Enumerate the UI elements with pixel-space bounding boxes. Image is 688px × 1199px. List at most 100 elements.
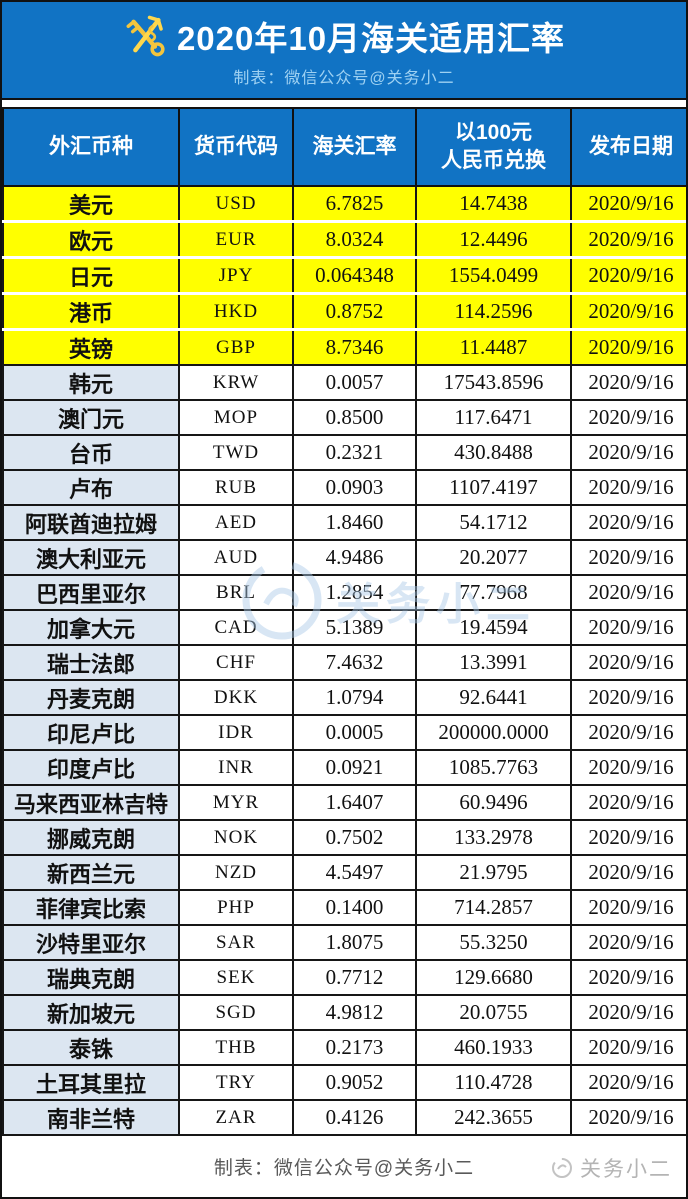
currency-name: 菲律宾比索 [2, 889, 180, 926]
publish-date: 2020/9/16 [570, 185, 686, 223]
publish-date: 2020/9/16 [570, 364, 686, 401]
column-header-publish-date: 发布日期 [570, 107, 686, 187]
publish-date: 2020/9/16 [570, 1064, 686, 1101]
currency-code: DKK [178, 679, 294, 716]
currency-name: 挪威克朗 [2, 819, 180, 856]
currency-code: ZAR [178, 1099, 294, 1136]
customs-rate: 1.0794 [292, 679, 417, 716]
per-100-rmb-value: 1107.4197 [415, 469, 572, 506]
per-100-rmb-value: 77.7968 [415, 574, 572, 611]
per-100-rmb-value: 21.9795 [415, 854, 572, 891]
table-row: 巴西里亚尔 BRL 1.2854 77.7968 2020/9/16 [2, 574, 686, 611]
table-row: 瑞士法郎 CHF 7.4632 13.3991 2020/9/16 [2, 644, 686, 681]
per-100-rmb-value: 54.1712 [415, 504, 572, 541]
publish-date: 2020/9/16 [570, 469, 686, 506]
per-100-rmb-value: 460.1933 [415, 1029, 572, 1066]
currency-code: AED [178, 504, 294, 541]
currency-code: NZD [178, 854, 294, 891]
table-row: 马来西亚林吉特 MYR 1.6407 60.9496 2020/9/16 [2, 784, 686, 821]
customs-rate: 1.6407 [292, 784, 417, 821]
customs-rate: 0.7712 [292, 959, 417, 996]
currency-code: NOK [178, 819, 294, 856]
publish-date: 2020/9/16 [570, 399, 686, 436]
table-row: 新西兰元 NZD 4.5497 21.9795 2020/9/16 [2, 854, 686, 891]
publish-date: 2020/9/16 [570, 784, 686, 821]
currency-name: 印尼卢比 [2, 714, 180, 751]
publish-date: 2020/9/16 [570, 854, 686, 891]
customs-rate: 0.2321 [292, 434, 417, 471]
currency-name: 瑞士法郎 [2, 644, 180, 681]
currency-name: 欧元 [2, 220, 180, 259]
currency-code: USD [178, 185, 294, 223]
currency-code: KRW [178, 364, 294, 401]
customs-rate: 1.8460 [292, 504, 417, 541]
currency-code: CAD [178, 609, 294, 646]
publish-date: 2020/9/16 [570, 819, 686, 856]
per-100-rmb-value: 114.2596 [415, 292, 572, 331]
publish-date: 2020/9/16 [570, 714, 686, 751]
currency-name: 新西兰元 [2, 854, 180, 891]
table-header-row: 外汇币种 货币代码 海关汇率 以100元 人民币兑换 发布日期 [2, 107, 686, 187]
currency-name: 瑞典克朗 [2, 959, 180, 996]
column-header-code: 货币代码 [178, 107, 294, 187]
table-row: 泰铢 THB 0.2173 460.1933 2020/9/16 [2, 1029, 686, 1066]
customs-rate: 0.4126 [292, 1099, 417, 1136]
per-100-rmb-value: 92.6441 [415, 679, 572, 716]
per-100-rmb-value: 242.3655 [415, 1099, 572, 1136]
currency-name: 新加坡元 [2, 994, 180, 1031]
currency-code: CHF [178, 644, 294, 681]
table-row: 台币 TWD 0.2321 430.8488 2020/9/16 [2, 434, 686, 471]
per-100-rmb-value: 714.2857 [415, 889, 572, 926]
publish-date: 2020/9/16 [570, 924, 686, 961]
publish-date: 2020/9/16 [570, 539, 686, 576]
publish-date: 2020/9/16 [570, 574, 686, 611]
publish-date: 2020/9/16 [570, 609, 686, 646]
publish-date: 2020/9/16 [570, 1029, 686, 1066]
currency-name: 澳大利亚元 [2, 539, 180, 576]
table-row: 沙特里亚尔 SAR 1.8075 55.3250 2020/9/16 [2, 924, 686, 961]
currency-name: 土耳其里拉 [2, 1064, 180, 1101]
per-100-rmb-value: 1554.0499 [415, 256, 572, 295]
publish-date: 2020/9/16 [570, 889, 686, 926]
table-row: 日元 JPY 0.064348 1554.0499 2020/9/16 [2, 256, 686, 295]
currency-code: TRY [178, 1064, 294, 1101]
per-100-rmb-value: 60.9496 [415, 784, 572, 821]
customs-rate: 1.2854 [292, 574, 417, 611]
publish-date: 2020/9/16 [570, 679, 686, 716]
publish-date: 2020/9/16 [570, 434, 686, 471]
footer-logo-text: 关务小二 [580, 1158, 672, 1181]
table-row: 瑞典克朗 SEK 0.7712 129.6680 2020/9/16 [2, 959, 686, 996]
table-row: 澳大利亚元 AUD 4.9486 20.2077 2020/9/16 [2, 539, 686, 576]
customs-rate: 0.8500 [292, 399, 417, 436]
customs-rate: 0.0921 [292, 749, 417, 786]
currency-name: 美元 [2, 185, 180, 223]
column-header-currency: 外汇币种 [2, 107, 180, 187]
currency-code: MYR [178, 784, 294, 821]
per-100-rmb-value: 13.3991 [415, 644, 572, 681]
currency-name: 沙特里亚尔 [2, 924, 180, 961]
currency-name: 加拿大元 [2, 609, 180, 646]
table-row: 韩元 KRW 0.0057 17543.8596 2020/9/16 [2, 364, 686, 401]
currency-code: IDR [178, 714, 294, 751]
per-100-rmb-value: 1085.7763 [415, 749, 572, 786]
customs-rate: 5.1389 [292, 609, 417, 646]
currency-code: AUD [178, 539, 294, 576]
per-100-rmb-value: 14.7438 [415, 185, 572, 223]
customs-rate: 0.9052 [292, 1064, 417, 1101]
table-row: 美元 USD 6.7825 14.7438 2020/9/16 [2, 185, 686, 223]
column-header-per100rmb: 以100元 人民币兑换 [415, 107, 572, 187]
per-100-rmb-value: 200000.0000 [415, 714, 572, 751]
publish-date: 2020/9/16 [570, 959, 686, 996]
per-100-rmb-value: 11.4487 [415, 328, 572, 366]
table-row: 印尼卢比 IDR 0.0005 200000.0000 2020/9/16 [2, 714, 686, 751]
currency-name: 阿联酋迪拉姆 [2, 504, 180, 541]
table-row: 土耳其里拉 TRY 0.9052 110.4728 2020/9/16 [2, 1064, 686, 1101]
currency-code: SAR [178, 924, 294, 961]
currency-name: 日元 [2, 256, 180, 295]
footer-logo: 关务小二 [550, 1153, 672, 1183]
currency-code: RUB [178, 469, 294, 506]
per-100-rmb-value: 12.4496 [415, 220, 572, 259]
table-row: 英镑 GBP 8.7346 11.4487 2020/9/16 [2, 328, 686, 366]
currency-name: 卢布 [2, 469, 180, 506]
